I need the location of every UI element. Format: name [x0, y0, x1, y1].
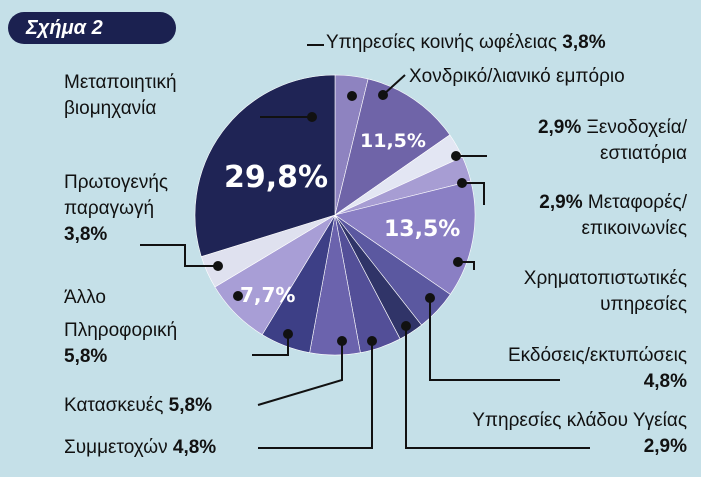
leader-transport	[462, 182, 485, 205]
pie-slice-4	[334, 180, 476, 295]
dot-finance	[453, 257, 463, 267]
slice-pct-finance: 13,5%	[384, 217, 461, 242]
slice-pct-trade: 11,5%	[360, 130, 426, 152]
leader-primary	[140, 244, 218, 267]
label-trade: Χονδρικό/λιανικό εμπόριο	[409, 66, 625, 87]
label-publishing: Εκδόσεις/εκτυπώσεις 4,8%	[507, 345, 687, 392]
dot-holdings	[367, 336, 377, 346]
leader-publishing	[429, 298, 560, 381]
dot-transport	[457, 178, 467, 188]
leader-holdings	[258, 341, 373, 449]
label-transport: 2,9% Μεταφορές/ επικοινωνίες	[539, 192, 687, 239]
dot-publishing	[425, 293, 435, 303]
leader-finance	[458, 261, 475, 270]
dot-trade	[378, 90, 388, 100]
pie-slice-1	[334, 78, 451, 216]
label-primary: Πρωτογενής παραγωγή 3,8%	[64, 172, 169, 245]
leader-it	[252, 334, 289, 356]
dot-other	[233, 291, 243, 301]
slice-pct-other: 7,7%	[240, 283, 296, 307]
leader-construction	[257, 341, 343, 406]
dot-utilities	[347, 91, 357, 101]
leader-health	[405, 326, 590, 449]
figure-label-badge: Σχήμα 2	[8, 12, 176, 44]
label-it: Πληροφορική 5,8%	[64, 320, 178, 367]
label-hotels: 2,9% Ξενοδοχεία/ εστιατόρια	[537, 117, 687, 164]
label-health: Υπηρεσίες κλάδου Υγείας 2,9%	[472, 410, 687, 457]
label-holdings: Συμμετοχών 4,8%	[64, 437, 217, 458]
slice-pct-manufacturing: 29,8%	[224, 160, 329, 195]
dot-primary	[213, 261, 223, 271]
dot-manufacturing	[307, 112, 317, 122]
label-utilities: Υπηρεσίες κοινής ωφέλειας 3,8%	[326, 32, 606, 53]
dot-construction	[337, 336, 347, 346]
label-construction: Κατασκευές 5,8%	[64, 395, 212, 416]
pie-slice-12	[194, 74, 336, 257]
figure-label: Σχήμα 2	[26, 17, 103, 39]
label-finance: Χρηματοπιστωτικές υπηρεσίες	[523, 268, 687, 315]
dot-health	[401, 321, 411, 331]
dot-hotels	[451, 151, 461, 161]
label-other: Άλλο	[64, 287, 106, 308]
label-manufacturing: Μεταποιητική βιομηχανία	[64, 72, 177, 119]
dot-it	[283, 329, 293, 339]
